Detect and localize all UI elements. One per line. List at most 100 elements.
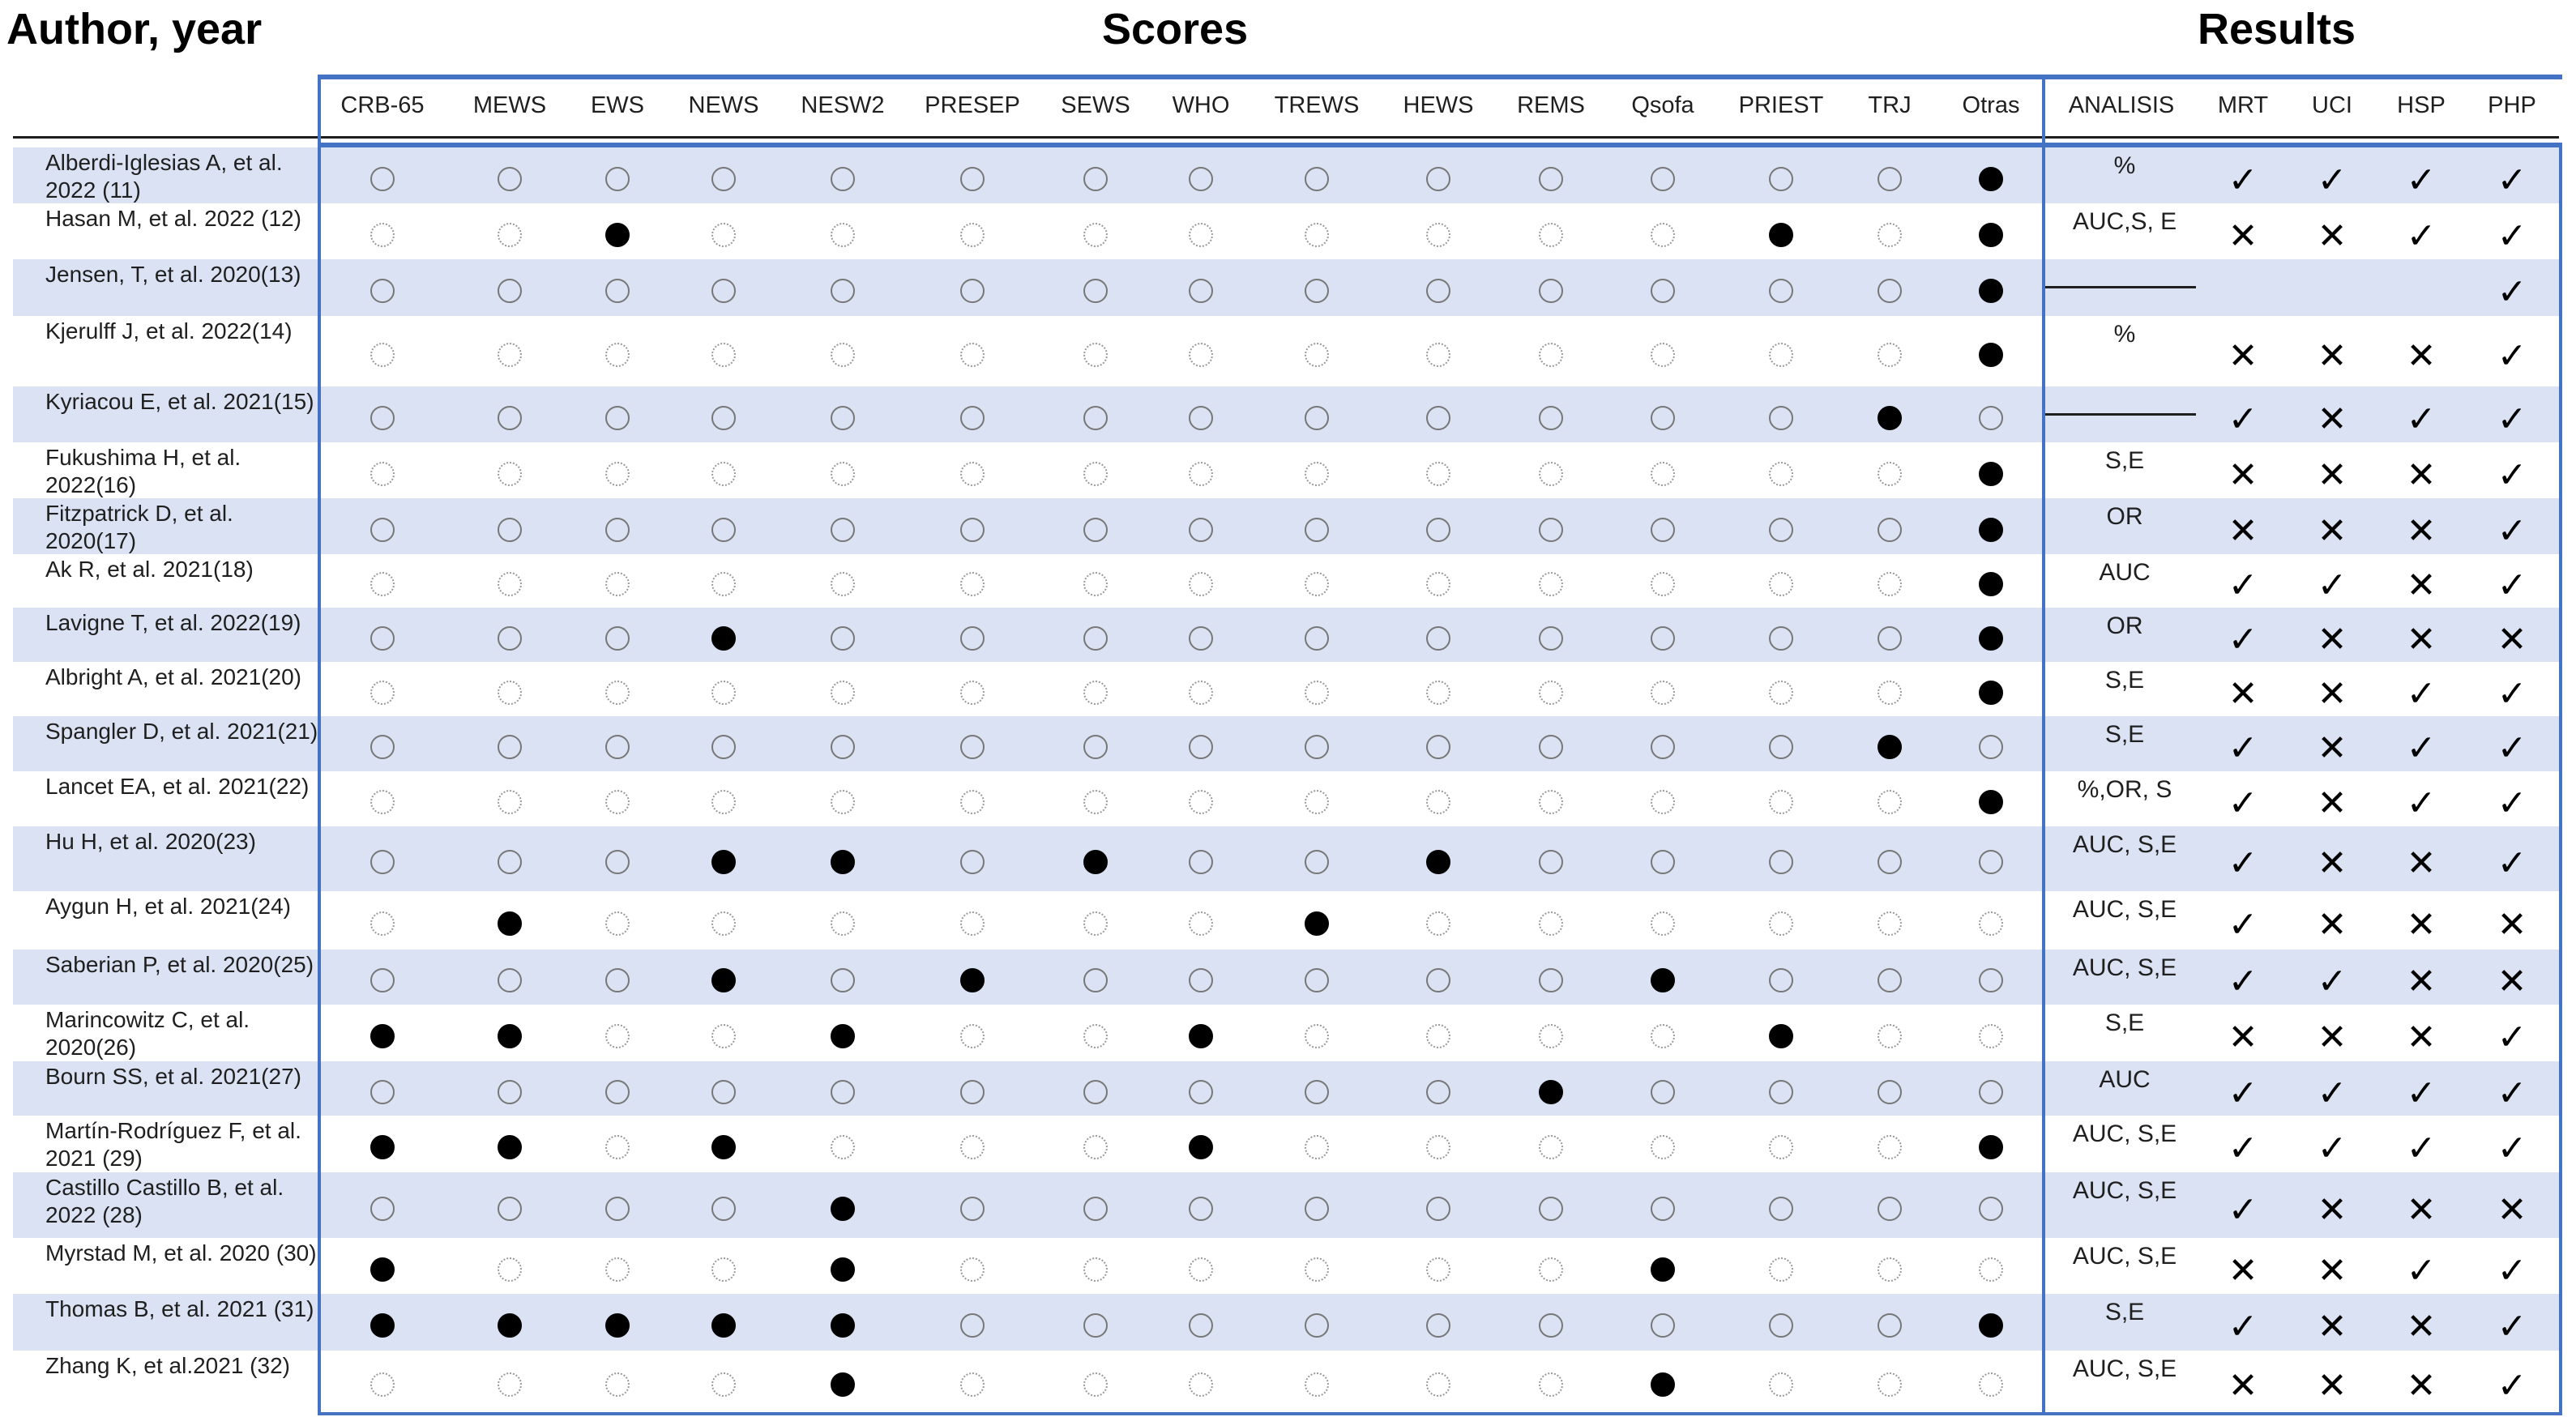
filled-dot-mews xyxy=(498,1024,522,1048)
column-header-crb-65: CRB-65 xyxy=(340,92,425,118)
empty-dot-news xyxy=(711,1079,736,1104)
table-row: Hasan M, et al. 2022 (12) AUC,S, E ✕ ✕ ✓ ✓ xyxy=(13,203,2559,259)
empty-dot-priest xyxy=(1769,1196,1793,1221)
empty-dot-qsofa xyxy=(1651,1196,1675,1221)
cross-icon-uci: ✕ xyxy=(2317,510,2347,551)
empty-dot-qsofa xyxy=(1651,1135,1675,1159)
empty-dot-trj xyxy=(1878,1313,1902,1338)
analisis-cell: S,E xyxy=(2104,1009,2145,1036)
check-icon-php: ✓ xyxy=(2497,728,2527,768)
cross-icon-uci: ✕ xyxy=(2317,843,2347,883)
column-header-trj: TRJ xyxy=(1868,92,1912,118)
empty-dot-crb-65 xyxy=(370,279,395,303)
check-icon-mrt: ✓ xyxy=(2228,566,2258,605)
empty-dot-who xyxy=(1189,735,1213,759)
filled-dot-ews xyxy=(605,1313,630,1338)
empty-dot-trj xyxy=(1878,1079,1902,1104)
table-row: Jensen, T, et al. 2020(13) ✓ xyxy=(13,259,2559,316)
check-icon-php: ✓ xyxy=(2497,455,2527,495)
check-icon-mrt: ✓ xyxy=(2228,619,2258,659)
empty-dot-trj xyxy=(1878,790,1902,814)
filled-dot-qsofa xyxy=(1651,968,1675,992)
filled-dot-otras xyxy=(1979,680,2003,705)
empty-dot-priest xyxy=(1769,405,1793,430)
empty-dot-trews xyxy=(1305,790,1329,814)
empty-dot-mews xyxy=(498,517,522,542)
table-row: Aygun H, et al. 2021(24) AUC, S,E ✓ ✕ ✕ ✕ xyxy=(13,891,2559,950)
check-icon-php: ✓ xyxy=(2497,160,2527,200)
empty-dot-qsofa xyxy=(1651,911,1675,936)
empty-dot-sews xyxy=(1083,735,1108,759)
empty-dot-presep xyxy=(960,461,985,486)
empty-dot-news xyxy=(711,911,736,936)
column-header-sews: SEWS xyxy=(1061,92,1130,118)
empty-dot-ews xyxy=(605,1372,630,1397)
check-icon-php: ✓ xyxy=(2497,843,2527,883)
scores-heading: Scores xyxy=(1102,5,1249,53)
empty-dot-who xyxy=(1189,1313,1213,1338)
analisis-empty-line xyxy=(2042,412,2196,416)
empty-dot-priest xyxy=(1769,572,1793,596)
empty-dot-crb-65 xyxy=(370,680,395,705)
empty-dot-priest xyxy=(1769,680,1793,705)
table-row: Fitzpatrick D, et al. 2020(17) OR ✕ ✕ ✕ ✓ xyxy=(13,498,2559,554)
author-cell: Hu H, et al. 2020(23) xyxy=(45,829,256,854)
empty-dot-hews xyxy=(1426,1372,1450,1397)
empty-dot-trj xyxy=(1878,625,1902,651)
analisis-cell: AUC,S, E xyxy=(2072,208,2177,235)
empty-dot-sews xyxy=(1083,572,1108,596)
empty-dot-mews xyxy=(498,222,522,247)
empty-dot-hews xyxy=(1426,911,1450,936)
empty-dot-trj xyxy=(1878,850,1902,874)
empty-dot-trews xyxy=(1305,572,1329,596)
check-icon-mrt: ✓ xyxy=(2228,1307,2258,1347)
empty-dot-ews xyxy=(605,850,630,874)
empty-dot-rems xyxy=(1539,572,1563,596)
empty-dot-hews xyxy=(1426,517,1450,542)
empty-dot-news xyxy=(711,222,736,247)
check-icon-uci: ✓ xyxy=(2317,160,2347,200)
cross-icon-mrt: ✕ xyxy=(2228,510,2258,551)
empty-dot-rems xyxy=(1539,166,1563,191)
empty-dot-trews xyxy=(1305,968,1329,992)
empty-dot-news xyxy=(711,461,736,486)
empty-dot-who xyxy=(1189,279,1213,303)
empty-dot-news xyxy=(711,1024,736,1048)
empty-dot-who xyxy=(1189,1257,1213,1282)
empty-dot-ews xyxy=(605,1135,630,1159)
empty-dot-rems xyxy=(1539,222,1563,247)
empty-dot-mews xyxy=(498,1079,522,1104)
filled-dot-rems xyxy=(1539,1079,1563,1104)
empty-dot-hews xyxy=(1426,790,1450,814)
empty-dot-rems xyxy=(1539,850,1563,874)
filled-dot-news xyxy=(711,850,736,874)
empty-dot-nesw2 xyxy=(831,166,855,191)
table-row: Albright A, et al. 2021(20) S,E ✕ ✕ ✓ ✓ xyxy=(13,662,2559,716)
filled-dot-nesw2 xyxy=(831,1372,855,1397)
table-row: Saberian P, et al. 2020(25) AUC, S,E ✓ ✓ ✕ ✕ xyxy=(13,950,2559,1005)
author-cell: Zhang K, et al.2021 (32) xyxy=(45,1353,290,1378)
author-cell: Fitzpatrick D, et al. 2020(17) xyxy=(45,501,233,553)
empty-dot-trj xyxy=(1878,1257,1902,1282)
analisis-cell: AUC xyxy=(2099,559,2151,586)
cross-icon-php: ✕ xyxy=(2497,962,2527,1001)
cross-icon-hsp: ✕ xyxy=(2406,962,2437,1001)
empty-dot-sews xyxy=(1083,1257,1108,1282)
empty-dot-presep xyxy=(960,342,985,367)
empty-dot-priest xyxy=(1769,166,1793,191)
author-cell: Kjerulff J, et al. 2022(14) xyxy=(45,318,293,344)
empty-dot-hews xyxy=(1426,1024,1450,1048)
cross-icon-uci: ✕ xyxy=(2317,619,2347,659)
empty-dot-hews xyxy=(1426,1135,1450,1159)
analisis-cell: AUC, S,E xyxy=(2072,1243,2177,1270)
cross-icon-uci: ✕ xyxy=(2317,455,2347,495)
empty-dot-priest xyxy=(1769,461,1793,486)
empty-dot-sews xyxy=(1083,279,1108,303)
empty-dot-ews xyxy=(605,1257,630,1282)
cross-icon-hsp: ✕ xyxy=(2406,619,2437,659)
empty-dot-news xyxy=(711,680,736,705)
empty-dot-sews xyxy=(1083,680,1108,705)
empty-dot-crb-65 xyxy=(370,968,395,992)
empty-dot-rems xyxy=(1539,735,1563,759)
right-border xyxy=(2559,143,2562,1415)
